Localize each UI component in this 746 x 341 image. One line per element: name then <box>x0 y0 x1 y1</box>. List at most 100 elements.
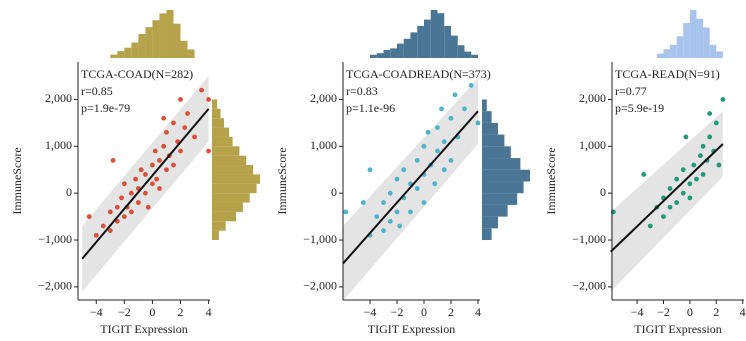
fit-line <box>342 110 479 265</box>
scatter-point <box>107 209 113 215</box>
scatter-point <box>107 228 113 234</box>
top-hist-bar <box>145 27 153 58</box>
right-hist-bar <box>482 134 505 147</box>
y-tick-label: −1,000 <box>572 232 606 246</box>
scatter-point <box>164 167 169 173</box>
top-hist-bar <box>696 18 704 58</box>
y-axis-label: ImmuneScore <box>275 147 289 214</box>
scatter-point <box>381 228 386 234</box>
top-hist-bar <box>471 54 478 58</box>
top-hist-bar <box>383 50 391 58</box>
top-hist-bar <box>430 10 438 58</box>
x-tick-label: 2 <box>448 305 454 319</box>
x-tick-label: −2 <box>391 305 404 319</box>
right-hist-bar <box>212 136 233 147</box>
scatter-point <box>397 223 403 229</box>
scatter-point <box>452 92 458 98</box>
scatter-point <box>143 172 148 177</box>
top-hist-bar <box>683 23 690 58</box>
y-tick-label: −1,000 <box>303 232 337 246</box>
scatter-point <box>157 186 162 191</box>
top-hist-bar <box>670 44 677 58</box>
right-hist-bar <box>212 155 247 166</box>
scatter-point <box>199 87 204 93</box>
scatter-point <box>468 83 474 88</box>
y-tick-label: −2,000 <box>303 279 337 293</box>
top-hist-bar <box>663 49 671 58</box>
scatter-point <box>164 129 169 135</box>
top-hist-bar <box>716 51 723 58</box>
top-hist-bar <box>437 13 445 58</box>
right-hist-bar <box>212 108 221 119</box>
scatter-point <box>698 153 703 159</box>
right-hist-bar <box>482 111 492 123</box>
right-hist-bar <box>212 202 243 212</box>
scatter-point <box>414 157 420 163</box>
scatter-point <box>133 176 138 182</box>
top-hist-bar <box>124 47 132 58</box>
top-hist-bar <box>131 42 139 58</box>
scatter-point <box>192 134 197 140</box>
scatter-point <box>394 176 400 182</box>
y-tick-label: 2,000 <box>579 91 606 105</box>
top-hist-bar <box>656 53 664 58</box>
right-hist-bar <box>482 99 487 112</box>
scatter-point <box>161 115 167 121</box>
scatter-point <box>178 97 183 102</box>
scatter-point <box>185 111 190 116</box>
scatter-point <box>716 162 722 168</box>
scatter-point <box>707 134 713 140</box>
top-hist-bar <box>159 13 167 58</box>
top-hist-bar <box>423 19 431 59</box>
scatter-point <box>694 176 699 182</box>
x-tick-label: −2 <box>657 305 670 319</box>
top-hist-bar <box>450 35 458 58</box>
scatter-point <box>441 139 447 145</box>
x-axis-label: TIGIT Expression <box>368 322 455 336</box>
right-hist-bar <box>482 122 498 135</box>
scatter-point <box>462 106 467 112</box>
scatter-point <box>680 167 686 173</box>
scatter-point <box>110 157 116 163</box>
annotation: TCGA-COADREAD(N=373) <box>346 67 491 81</box>
x-tick-label: −4 <box>364 305 377 319</box>
scatter-point <box>171 120 176 126</box>
right-hist-bar <box>212 118 224 128</box>
annotation: TCGA-READ(N=91) <box>615 67 720 81</box>
right-hist-bar <box>212 165 254 175</box>
scatter-point <box>414 186 420 191</box>
top-hist-bar <box>180 40 188 58</box>
right-hist-bar <box>482 181 524 194</box>
scatter-point <box>119 195 124 201</box>
y-tick-label: 2,000 <box>45 91 72 105</box>
scatter-point <box>178 148 183 154</box>
annotation: r=0.77 <box>615 84 647 98</box>
scatter-point <box>121 214 127 220</box>
annotation: p=1.9e-79 <box>81 101 130 115</box>
right-hist-bar <box>212 127 230 137</box>
y-tick-label: −2,000 <box>572 279 606 293</box>
scatter-point <box>135 200 141 205</box>
scatter-point <box>408 209 413 215</box>
confidence-band <box>610 111 723 292</box>
scatter-point <box>143 190 148 196</box>
y-tick-label: 1,000 <box>310 138 337 152</box>
scatter-point <box>128 190 134 196</box>
y-tick-label: 0 <box>600 185 606 199</box>
scatter-point <box>152 148 158 154</box>
annotation: TCGA-COAD(N=282) <box>81 67 193 81</box>
scatter-point <box>114 204 120 210</box>
scatter-point <box>100 223 106 229</box>
scatter-point <box>121 181 127 187</box>
top-hist-bar <box>703 27 710 58</box>
scatter-point <box>387 190 393 196</box>
y-tick-label: 1,000 <box>45 138 72 152</box>
x-tick-label: 0 <box>149 305 155 319</box>
scatter-point <box>182 125 188 130</box>
top-hist-bar <box>166 10 174 58</box>
scatter-point <box>150 181 155 187</box>
y-tick-label: 0 <box>66 185 72 199</box>
right-hist-bar <box>482 169 530 182</box>
top-hist-bar <box>457 45 465 58</box>
